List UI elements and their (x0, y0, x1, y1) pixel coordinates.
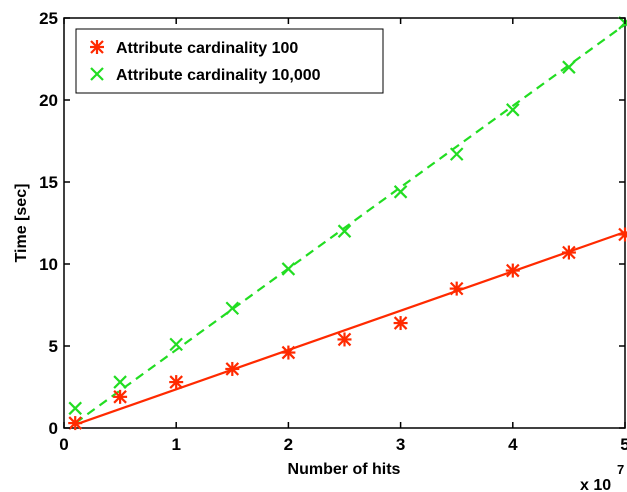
legend: Attribute cardinality 100 Attribute card… (75, 28, 384, 94)
data-point-series-1 (618, 227, 627, 242)
data-point-series-2 (281, 262, 296, 276)
data-point-series-2 (169, 337, 183, 352)
data-point-series-1 (113, 389, 128, 404)
y-tick-label: 10 (39, 255, 58, 274)
legend-markers (90, 40, 104, 81)
data-point-series-1 (393, 316, 408, 331)
data-point-series-2 (68, 401, 82, 416)
legend-marker-series-2 (90, 67, 104, 81)
y-tick-label: 20 (39, 91, 58, 110)
y-tick-label: 15 (39, 173, 58, 192)
data-point-series-2 (449, 147, 464, 161)
y-axis-title: Time [sec] (13, 184, 30, 263)
x-axis-title: Number of hits (288, 461, 401, 478)
legend-marker-series-1 (90, 40, 104, 54)
x-tick-label: 1 (171, 435, 180, 454)
data-point-series-1 (505, 263, 520, 278)
y-tick-label: 5 (49, 337, 58, 356)
data-point-series-2 (113, 375, 127, 389)
data-point-series-1 (169, 375, 184, 390)
fit-line-series-1 (74, 230, 626, 426)
x-tick-label: 2 (284, 435, 293, 454)
fit-line-series-2 (74, 23, 626, 424)
data-point-series-2 (225, 301, 240, 316)
data-point-series-1 (337, 332, 352, 347)
x-tick-label: 0 (59, 435, 68, 454)
legend-box (75, 28, 384, 94)
axes: 0 1 2 3 4 5 0 5 10 15 20 25 (39, 9, 627, 454)
legend-label-series-2: Attribute cardinality 10,000 (116, 67, 321, 84)
data-point-series-2 (506, 103, 520, 117)
data-point-series-1 (68, 416, 83, 431)
data-markers (68, 16, 627, 431)
y-tick-label: 0 (49, 419, 58, 438)
y-tick-label: 25 (39, 9, 58, 28)
data-point-series-1 (281, 345, 296, 360)
x-tick-label: 5 (620, 435, 627, 454)
data-point-series-1 (225, 361, 240, 376)
data-point-series-2 (337, 224, 352, 238)
data-point-series-2 (393, 185, 408, 199)
x-tick-label: 3 (396, 435, 405, 454)
legend-label-series-1: Attribute cardinality 100 (116, 40, 298, 57)
x-tick-label: 4 (508, 435, 518, 454)
data-point-series-1 (561, 245, 576, 260)
x-multiplier-label: x 10 (580, 477, 611, 492)
data-point-series-2 (562, 60, 576, 74)
x-multiplier-exponent: 7 (617, 462, 624, 477)
fit-lines (74, 23, 626, 426)
data-point-series-1 (449, 281, 464, 296)
